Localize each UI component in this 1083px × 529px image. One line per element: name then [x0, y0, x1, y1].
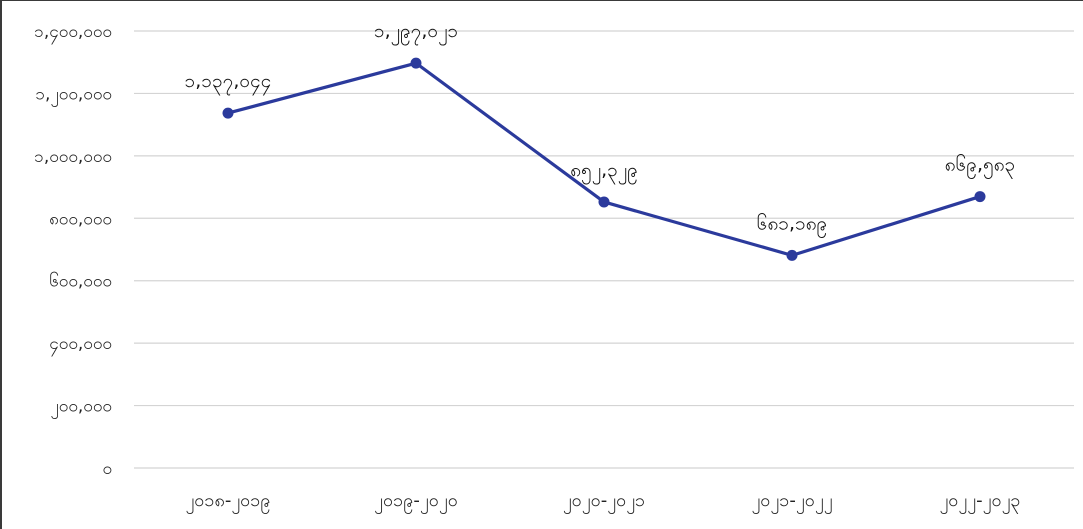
data-point — [598, 196, 610, 208]
data-label: ၈၆၉,၅၈၃ — [945, 153, 1016, 180]
y-tick-label: ၈၀၀,၀၀၀ — [49, 209, 112, 229]
data-point — [410, 57, 422, 69]
data-label: ၁,၂၉၇,၀၂၁ — [374, 20, 458, 46]
data-label: ၆၈၁,၁၈၉ — [757, 211, 828, 238]
data-point — [786, 249, 798, 261]
y-tick-label: ၁,၄၀၀,၀၀၀ — [34, 22, 112, 45]
x-tick-label: ၂၀၁၉-၂၀၂၀ — [374, 490, 458, 514]
data-label: ၈၅၂,၃၂၉ — [570, 159, 638, 185]
data-point — [974, 191, 986, 203]
x-tick-label: ၂၀၁၈-၂၀၁၉ — [185, 490, 270, 514]
y-tick-label: ၄၀၀,၀၀၀ — [49, 334, 112, 357]
x-tick-label: ၂၀၂၂-၂၀၂၃ — [939, 490, 1020, 514]
data-label: ၁,၁၃၇,၀၄၄ — [185, 70, 272, 96]
y-tick-label: ၂၀၀,၀၀၀ — [50, 397, 112, 420]
y-tick-label: ၁,၀၀၀,၀၀၀ — [34, 147, 112, 167]
y-tick-label: ၆၀၀,၀၀၀ — [49, 271, 112, 292]
y-tick-label: ၁,၂၀၀,၀၀၀ — [35, 84, 112, 107]
x-tick-label: ၂၀၂၀-၂၀၂၁ — [563, 490, 645, 514]
x-tick-label: ၂၀၂၁-၂၀၂၂ — [751, 490, 832, 514]
y-tick-label: ၀ — [102, 459, 112, 479]
data-point — [222, 107, 234, 119]
